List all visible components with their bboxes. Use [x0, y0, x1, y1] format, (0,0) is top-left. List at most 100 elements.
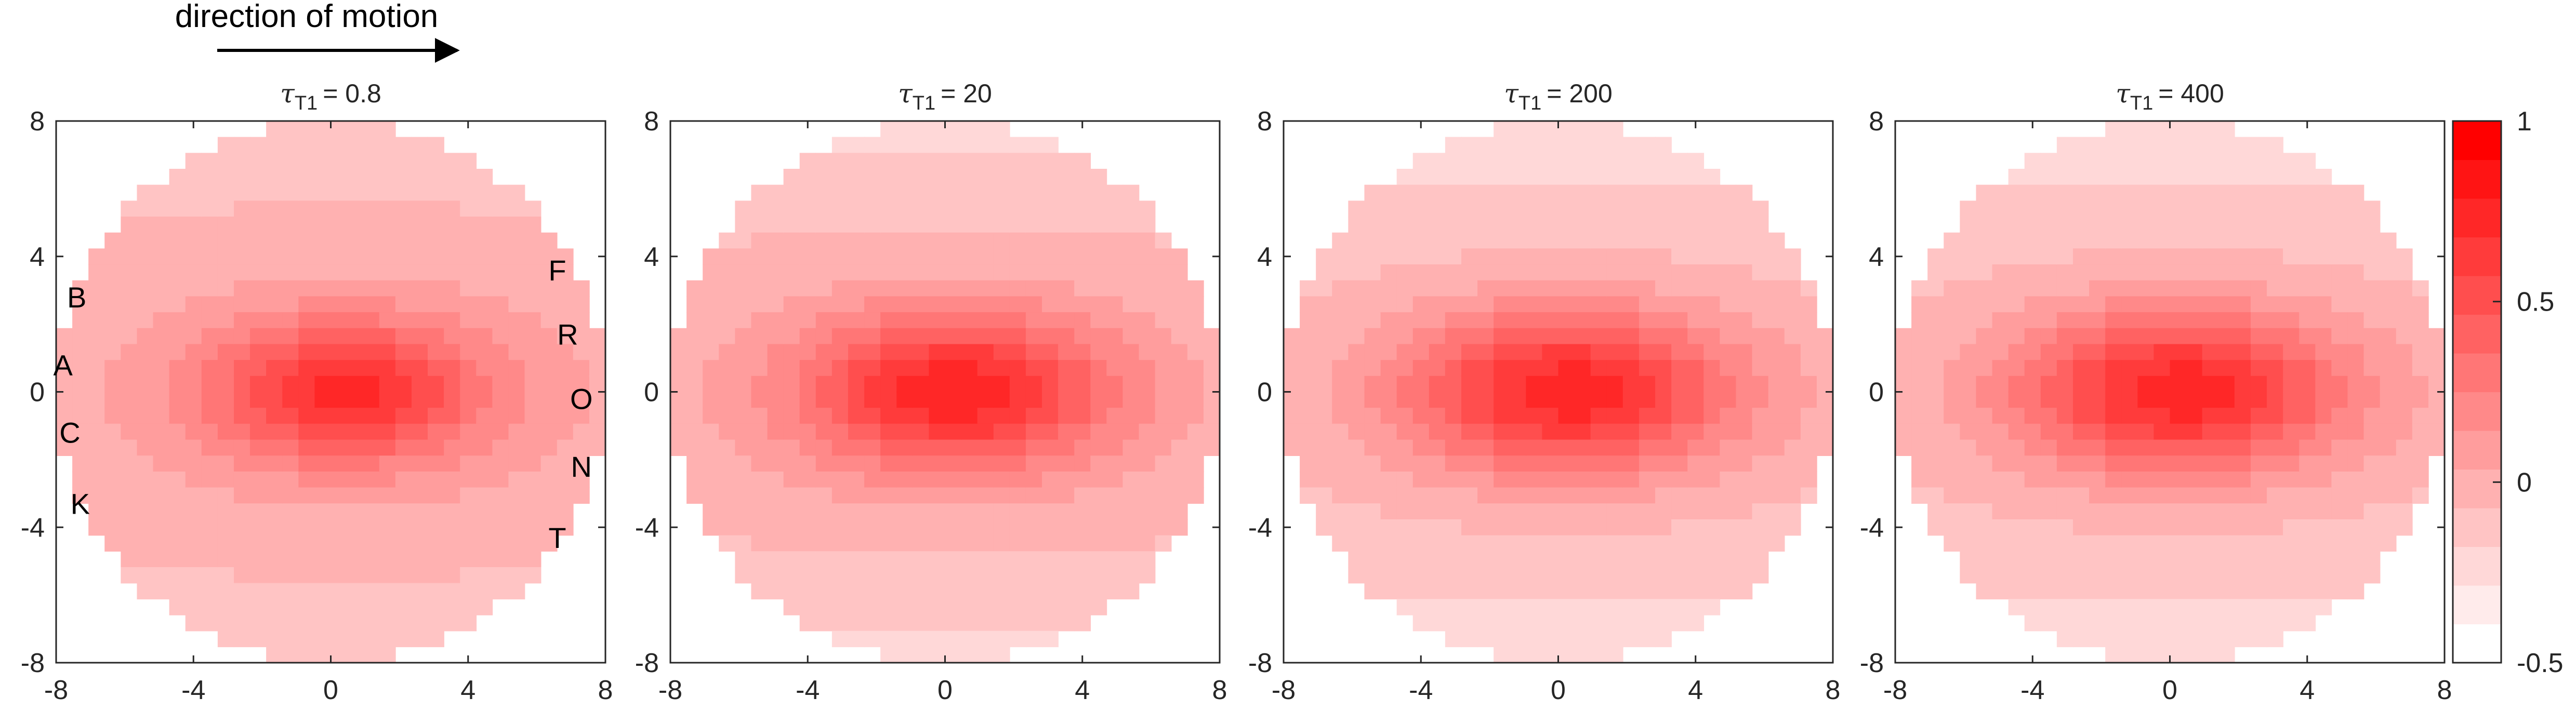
- heatmap-cell: [1671, 392, 1688, 408]
- heatmap-cell: [1655, 487, 1672, 504]
- heatmap-cell: [2137, 567, 2155, 584]
- heatmap-cell: [1461, 599, 1478, 615]
- heatmap-cell: [185, 248, 202, 265]
- heatmap-cell: [1477, 551, 1494, 568]
- heatmap-cell: [379, 567, 396, 584]
- heatmap-cell: [2267, 217, 2283, 233]
- heatmap-cell: [1300, 392, 1316, 408]
- heatmap-cell: [1203, 392, 1220, 408]
- heatmap-cell: [913, 614, 930, 632]
- colorbar-level: [2453, 392, 2501, 431]
- heatmap-cell: [1606, 392, 1623, 408]
- heatmap-cell: [880, 328, 897, 345]
- heatmap-cell: [2056, 551, 2073, 568]
- heatmap-cell: [993, 375, 1010, 393]
- heatmap-cell: [977, 567, 994, 584]
- heatmap-cell: [298, 137, 315, 154]
- heatmap-cell: [1606, 153, 1623, 169]
- heatmap-cell: [799, 360, 816, 377]
- heatmap-cell: [719, 487, 736, 504]
- heatmap-cell: [250, 423, 267, 440]
- heatmap-cell: [751, 200, 768, 217]
- heatmap-cell: [1058, 296, 1075, 313]
- heatmap-cell: [492, 248, 509, 265]
- heatmap-cell: [411, 312, 428, 329]
- heatmap-cell: [2283, 614, 2300, 632]
- heatmap-cell: [1139, 328, 1156, 345]
- heatmap-cell: [783, 408, 800, 424]
- heatmap-cell: [1736, 232, 1753, 249]
- heatmap-cell: [2202, 471, 2219, 488]
- heatmap-cell: [1009, 551, 1026, 568]
- heatmap-cell: [153, 217, 170, 233]
- heatmap-cell: [864, 503, 881, 520]
- heatmap-cell: [2040, 344, 2057, 360]
- heatmap-cell: [1300, 487, 1316, 504]
- heatmap-cell: [153, 296, 170, 313]
- heatmap-cell: [2089, 471, 2106, 488]
- heatmap-cell: [977, 423, 994, 440]
- heatmap-cell: [2202, 375, 2219, 393]
- front-letter: T: [548, 521, 566, 554]
- heatmap-cell: [540, 360, 558, 377]
- heatmap-cell: [395, 392, 412, 408]
- heatmap-cell: [379, 200, 396, 217]
- heatmap-cell: [1122, 328, 1140, 345]
- heatmap-cell: [233, 551, 250, 568]
- heatmap-cell: [1526, 248, 1543, 265]
- heatmap-cell: [1187, 471, 1204, 488]
- heatmap-cell: [2267, 169, 2283, 185]
- heatmap-cell: [331, 471, 348, 488]
- heatmap-cell: [1510, 328, 1527, 345]
- heatmap-cell: [121, 312, 138, 329]
- heatmap-cell: [476, 583, 493, 600]
- heatmap-cell: [1364, 200, 1381, 217]
- heatmap-cell: [185, 408, 202, 424]
- heatmap-cell: [831, 535, 849, 552]
- heatmap-cell: [331, 583, 348, 600]
- heatmap-cell: [2267, 503, 2283, 520]
- heatmap-cell: [2218, 280, 2235, 297]
- heatmap-cell: [2089, 312, 2106, 329]
- heatmap-cell: [1139, 551, 1156, 568]
- heatmap-cell: [767, 312, 784, 329]
- heatmap-cell: [298, 232, 315, 249]
- heatmap-cell: [1074, 423, 1091, 440]
- heatmap-cell: [1025, 280, 1042, 297]
- heatmap-cell: [395, 487, 412, 504]
- heatmap-cell: [169, 599, 186, 615]
- heatmap-cell: [2186, 535, 2203, 552]
- heatmap-cell: [2089, 264, 2106, 281]
- heatmap-cell: [1074, 328, 1091, 345]
- heatmap-cell: [153, 232, 170, 249]
- heatmap-cell: [864, 328, 881, 345]
- heatmap-cell: [153, 487, 170, 504]
- heatmap-cell: [977, 535, 994, 552]
- heatmap-cell: [2380, 408, 2397, 424]
- heatmap-cell: [767, 200, 784, 217]
- heatmap-cell: [977, 264, 994, 281]
- heatmap-cell: [2056, 519, 2073, 536]
- heatmap-cell: [848, 614, 865, 632]
- front-letter: N: [571, 450, 592, 483]
- heatmap-cell: [363, 360, 380, 377]
- heatmap-cell: [961, 184, 978, 202]
- heatmap-cell: [1720, 503, 1737, 520]
- heatmap-cell: [88, 471, 105, 488]
- heatmap-cell: [1058, 551, 1075, 568]
- heatmap-cell: [2412, 328, 2429, 345]
- heatmap-cell: [2105, 551, 2122, 568]
- heatmap-cell: [557, 248, 574, 265]
- heatmap-cell: [2186, 200, 2203, 217]
- heatmap-cell: [799, 551, 816, 568]
- heatmap-cell: [1429, 200, 1446, 217]
- heatmap-cell: [945, 328, 962, 345]
- heatmap-cell: [1703, 535, 1721, 552]
- heatmap-cell: [2056, 567, 2073, 584]
- heatmap-cell: [2072, 312, 2090, 329]
- heatmap-cell: [1526, 312, 1543, 329]
- heatmap-cell: [1445, 217, 1462, 233]
- heatmap-cell: [2250, 312, 2267, 329]
- heatmap-cell: [977, 583, 994, 600]
- heatmap-cell: [2170, 360, 2187, 377]
